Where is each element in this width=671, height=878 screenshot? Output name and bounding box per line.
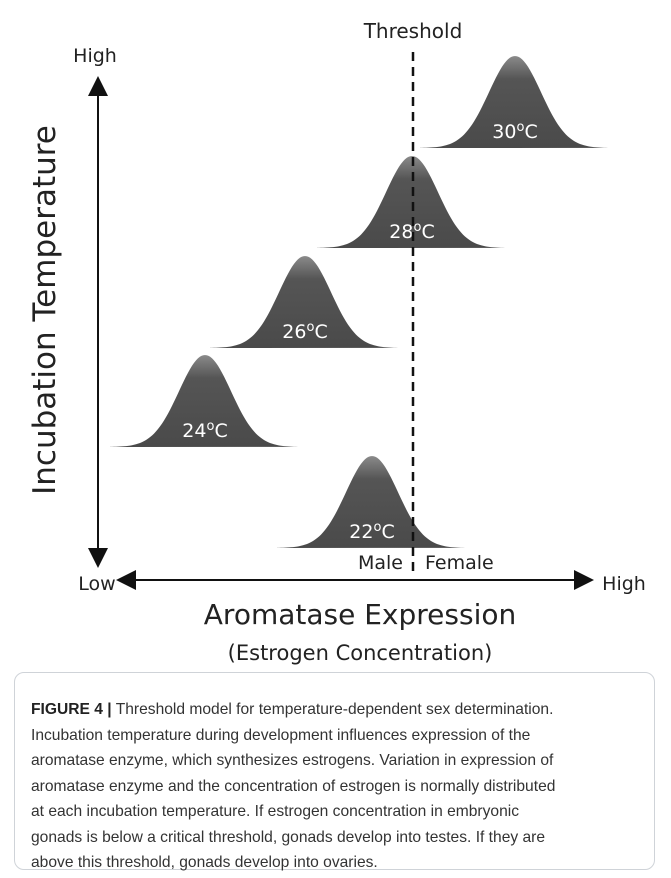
x-axis-sublabel: (Estrogen Concentration) <box>228 641 493 665</box>
caption-text: aromatase enzyme, which synthesizes estr… <box>31 752 554 769</box>
distribution-curve <box>110 355 300 447</box>
degree-sign: o <box>373 520 381 535</box>
temperature-value: 30 <box>492 121 516 143</box>
temperature-label: 22oC <box>349 520 394 543</box>
caption-text: above this threshold, gonads develop int… <box>31 854 378 871</box>
caption-line: gonads is below a critical threshold, go… <box>31 825 654 851</box>
temperature-value: 28 <box>389 221 413 243</box>
temperature-unit: C <box>314 321 327 343</box>
degree-sign: o <box>516 120 524 135</box>
temperature-value: 26 <box>282 321 306 343</box>
x-axis-label: Aromatase Expression <box>204 598 516 631</box>
caption-line: at each incubation temperature. If estro… <box>31 799 654 825</box>
caption: FIGURE 4 | Threshold model for temperatu… <box>14 672 655 871</box>
temperature-label: 24oC <box>182 419 227 442</box>
caption-line: FIGURE 4 | Threshold model for temperatu… <box>31 697 654 723</box>
temperature-unit: C <box>381 521 394 543</box>
caption-text: at each incubation temperature. If estro… <box>31 803 520 820</box>
temperature-unit: C <box>214 420 227 442</box>
distribution-curve <box>277 456 467 548</box>
caption-line: Incubation temperature during developmen… <box>31 723 654 749</box>
temperature-value: 22 <box>349 521 373 543</box>
temperature-label: 28oC <box>389 220 434 243</box>
male-label: Male <box>358 552 403 574</box>
y-low: Low <box>78 573 115 595</box>
caption-text: gonads is below a critical threshold, go… <box>31 828 546 846</box>
y-high: High <box>73 45 117 67</box>
distribution-curve <box>420 56 610 148</box>
caption-line: aromatase enzyme and the concentration o… <box>31 774 654 800</box>
threshold-label: Threshold <box>363 19 463 43</box>
temperature-label: 30oC <box>492 120 537 143</box>
temperature-unit: C <box>524 121 537 143</box>
caption-text: Incubation temperature during developmen… <box>31 726 531 744</box>
temperature-label: 26oC <box>282 320 327 343</box>
female-label: Female <box>425 552 494 574</box>
degree-sign: o <box>413 220 421 235</box>
temperature-unit: C <box>421 221 434 243</box>
caption-line: above this threshold, gonads develop int… <box>31 850 654 876</box>
caption-text: Threshold model for temperature-dependen… <box>115 701 554 718</box>
figure-label: FIGURE 4 <box>31 701 103 718</box>
degree-sign: o <box>306 320 314 335</box>
caption-separator: | <box>107 701 112 718</box>
distribution-curve <box>210 256 400 348</box>
x-high: High <box>602 573 646 595</box>
temperature-value: 24 <box>182 420 206 442</box>
caption-line: aromatase enzyme, which synthesizes estr… <box>31 748 654 774</box>
y-axis-label: Incubation Temperature <box>27 125 63 495</box>
caption-text: aromatase enzyme and the concentration o… <box>31 777 556 795</box>
degree-sign: o <box>206 419 214 434</box>
